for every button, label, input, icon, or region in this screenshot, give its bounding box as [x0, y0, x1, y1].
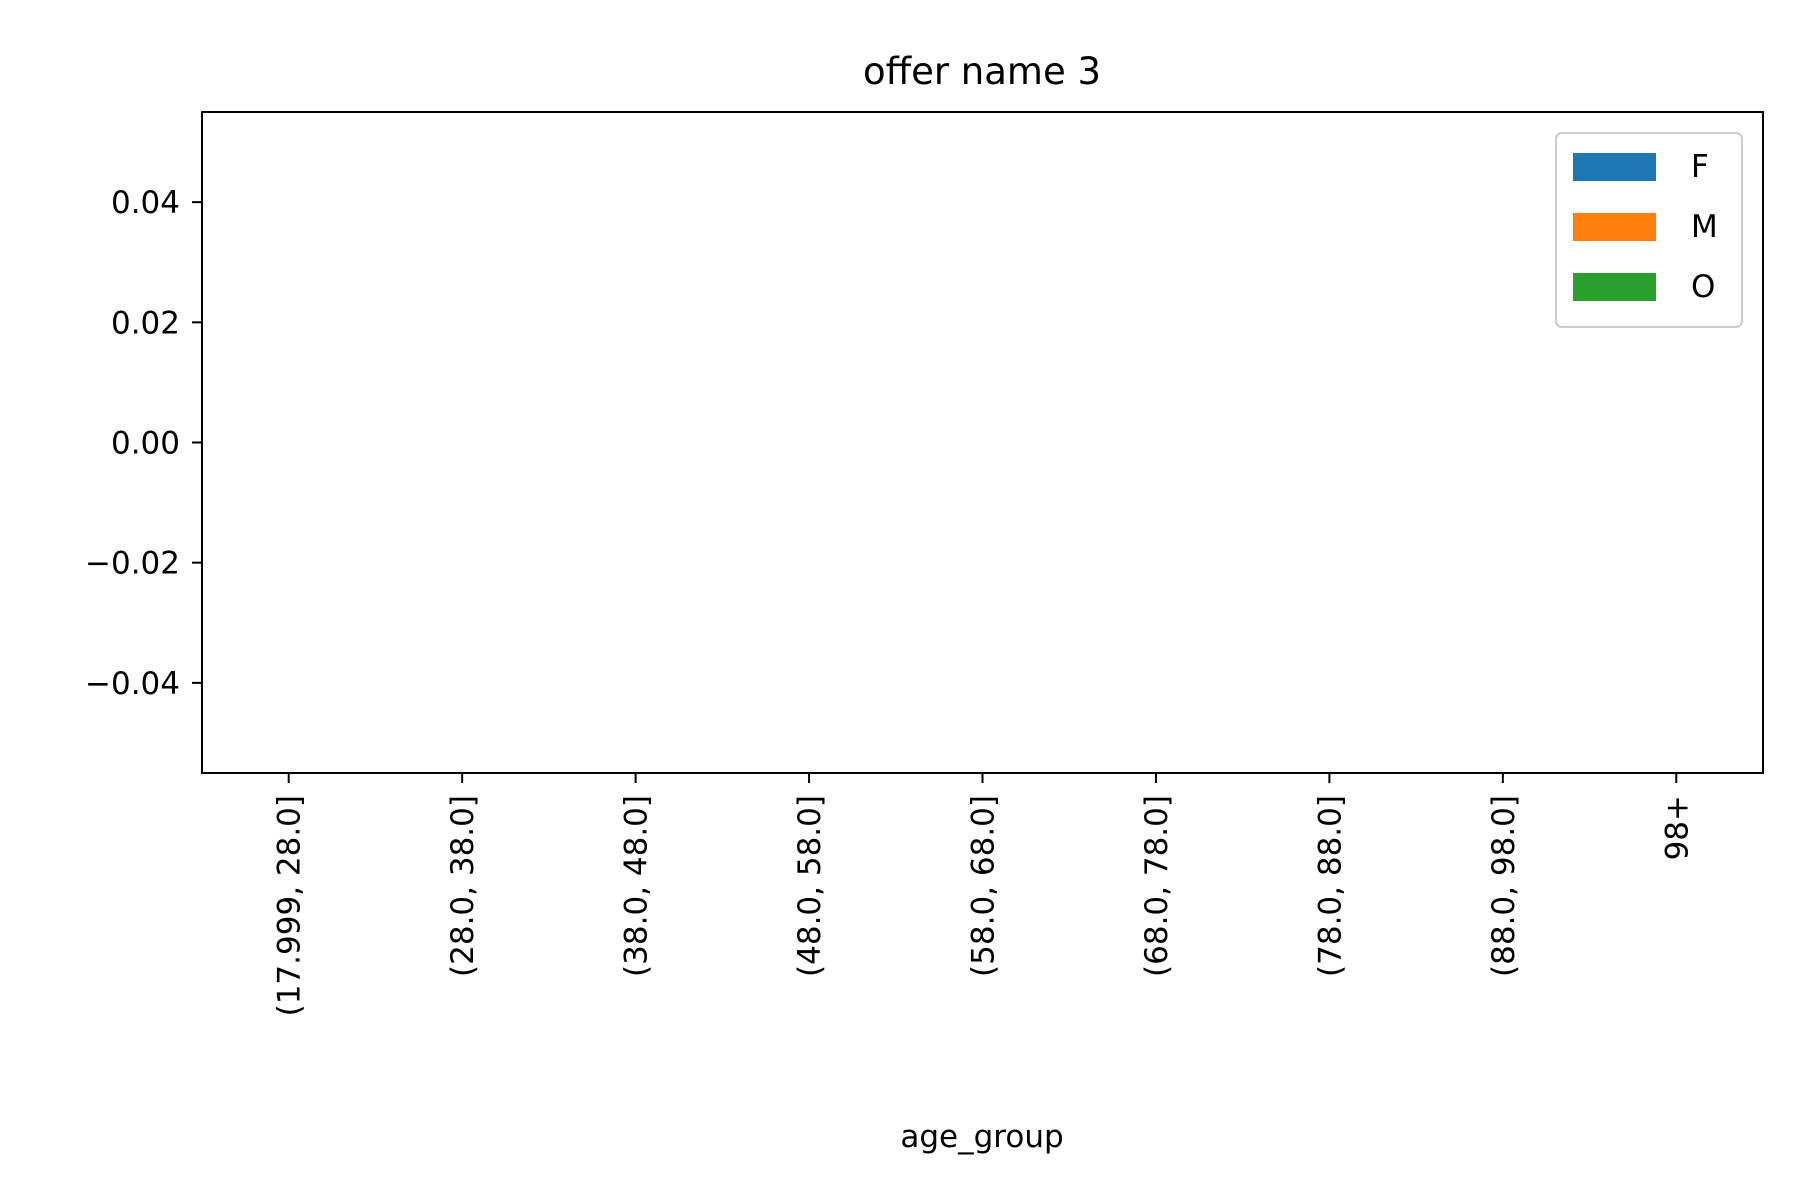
y-axis: −0.04 −0.02 0.00 0.02 0.04 — [85, 185, 202, 702]
x-tick-label: (68.0, 78.0] — [1139, 795, 1175, 977]
legend: FMO — [1555, 132, 1743, 328]
legend-label-M: M — [1691, 209, 1718, 245]
legend-label-F: F — [1691, 149, 1709, 185]
x-tick-label: (28.0, 38.0] — [445, 795, 481, 977]
x-tick-label: (38.0, 48.0] — [619, 795, 655, 977]
y-tick-label: 0.04 — [111, 185, 180, 221]
x-axis: (17.999, 28.0] (28.0, 38.0] (38.0, 48.0] (4… — [272, 773, 1695, 1016]
x-tick-label: 98+ — [1659, 795, 1695, 860]
y-tick-label: 0.02 — [111, 305, 180, 341]
x-tick-label: (78.0, 88.0] — [1312, 795, 1348, 977]
x-tick-label: (17.999, 28.0] — [272, 795, 308, 1016]
plot-area-frame — [201, 111, 1764, 774]
x-tick-label: (48.0, 58.0] — [792, 795, 828, 977]
legend-swatch-O — [1573, 273, 1656, 301]
y-tick-label: −0.02 — [85, 546, 180, 582]
x-axis-title: age_group — [900, 1119, 1063, 1155]
chart-title: offer name 3 — [863, 50, 1101, 93]
x-tick-label: (58.0, 68.0] — [966, 795, 1002, 977]
x-tick-label: (88.0, 98.0] — [1486, 795, 1522, 977]
legend-swatch-F — [1573, 153, 1656, 181]
legend-label-O: O — [1691, 269, 1715, 305]
y-tick-label: −0.04 — [85, 666, 180, 702]
legend-swatch-M — [1573, 213, 1656, 241]
y-tick-label: 0.00 — [111, 426, 180, 462]
